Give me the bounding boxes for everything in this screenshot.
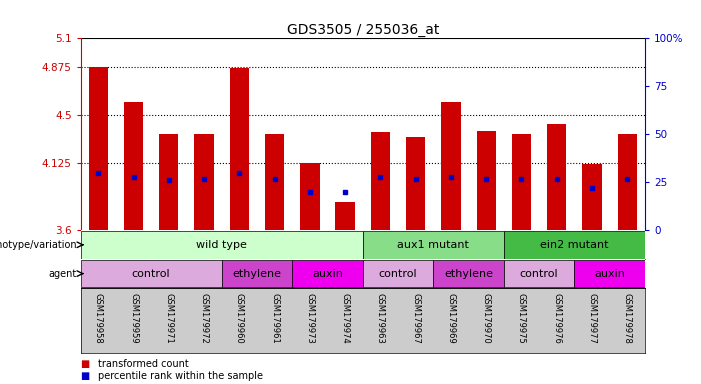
Text: GSM179958: GSM179958	[94, 293, 103, 344]
Bar	[124, 103, 143, 230]
Text: GSM179963: GSM179963	[376, 293, 385, 344]
Text: GSM179960: GSM179960	[235, 293, 244, 344]
Text: GSM179975: GSM179975	[517, 293, 526, 344]
Bar	[363, 231, 504, 259]
Text: control: control	[520, 268, 559, 279]
Bar	[230, 68, 249, 230]
Text: ethylene: ethylene	[444, 268, 493, 279]
Bar	[618, 134, 637, 230]
Bar	[504, 231, 645, 259]
Text: GSM179977: GSM179977	[587, 293, 597, 344]
Text: GSM179970: GSM179970	[482, 293, 491, 344]
Bar	[583, 164, 601, 230]
Text: transformed count: transformed count	[98, 359, 189, 369]
Text: ethylene: ethylene	[233, 268, 282, 279]
Text: GSM179971: GSM179971	[164, 293, 173, 344]
Text: auxin: auxin	[312, 268, 343, 279]
Text: percentile rank within the sample: percentile rank within the sample	[98, 371, 263, 381]
Text: ■: ■	[81, 359, 90, 369]
Bar	[477, 131, 496, 230]
Bar	[88, 67, 108, 230]
Bar	[336, 202, 355, 230]
Text: GSM179976: GSM179976	[552, 293, 562, 344]
Text: GSM179973: GSM179973	[306, 293, 314, 344]
Bar	[81, 260, 222, 287]
Text: agent: agent	[49, 268, 77, 279]
Bar	[406, 137, 426, 230]
Text: GSM179978: GSM179978	[622, 293, 632, 344]
Text: auxin: auxin	[594, 268, 625, 279]
Title: GDS3505 / 255036_at: GDS3505 / 255036_at	[287, 23, 439, 37]
Text: genotype/variation: genotype/variation	[0, 240, 77, 250]
Bar	[371, 132, 390, 230]
Text: GSM179961: GSM179961	[270, 293, 279, 344]
Text: wild type: wild type	[196, 240, 247, 250]
Bar	[222, 260, 292, 287]
Bar	[159, 134, 179, 230]
Bar	[574, 260, 645, 287]
Text: GSM179967: GSM179967	[411, 293, 420, 344]
Bar	[512, 134, 531, 230]
Bar	[547, 124, 566, 230]
Text: ein2 mutant: ein2 mutant	[540, 240, 608, 250]
Text: ■: ■	[81, 371, 90, 381]
Bar	[504, 260, 574, 287]
Bar	[194, 134, 214, 230]
Text: GSM179974: GSM179974	[341, 293, 350, 344]
Bar	[292, 260, 363, 287]
Text: aux1 mutant: aux1 mutant	[397, 240, 469, 250]
Bar	[300, 163, 320, 230]
Text: GSM179959: GSM179959	[129, 293, 138, 344]
Bar	[433, 260, 504, 287]
Text: GSM179969: GSM179969	[447, 293, 456, 344]
Bar	[265, 134, 285, 230]
Bar	[81, 231, 363, 259]
Bar	[363, 260, 433, 287]
Bar	[441, 103, 461, 230]
Text: control: control	[132, 268, 170, 279]
Text: GSM179972: GSM179972	[200, 293, 209, 344]
Text: control: control	[379, 268, 417, 279]
